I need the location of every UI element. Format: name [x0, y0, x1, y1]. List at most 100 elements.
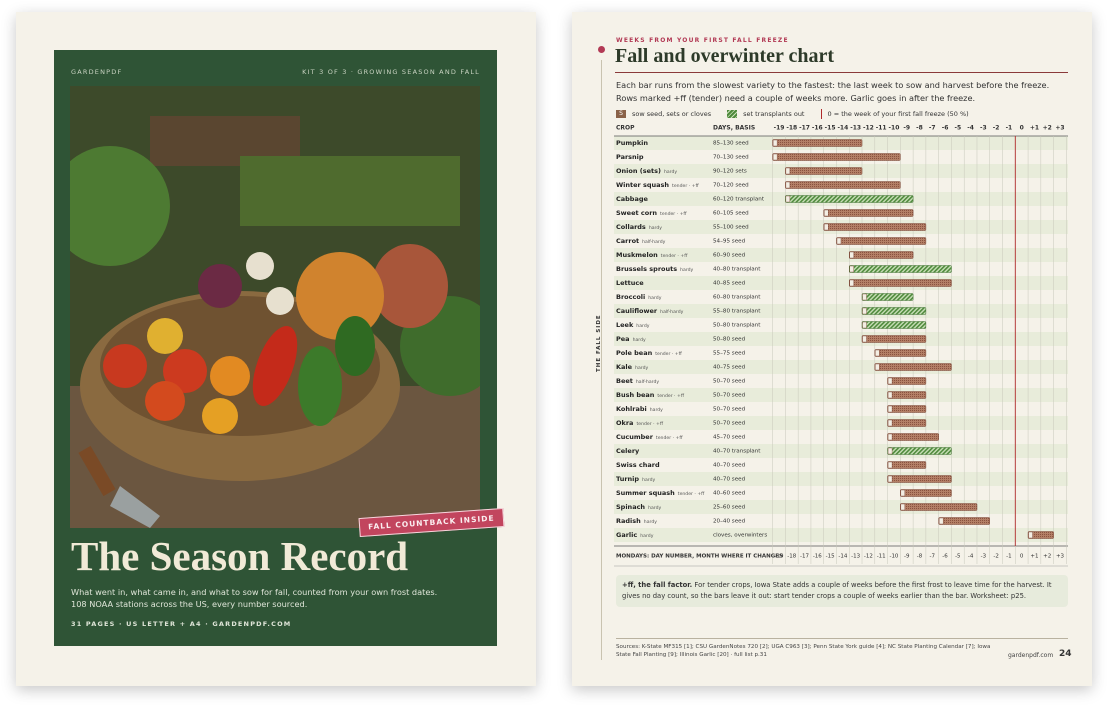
- crop-tag: hardy: [642, 477, 655, 483]
- days-basis: 60–120 transplant: [713, 197, 765, 203]
- crop-tag: tender · +ff: [661, 253, 688, 259]
- crop-tag: tender · +ff: [678, 491, 705, 497]
- week-label: 0: [1020, 125, 1024, 132]
- crop-label: Carrot half-hardy: [616, 237, 666, 245]
- days-basis: 54–95 seed: [713, 239, 746, 245]
- kicker: WEEKS FROM YOUR FIRST FALL FREEZE: [616, 37, 789, 44]
- crop-name: Turnip: [616, 475, 639, 483]
- days-basis: 55–100 seed: [713, 225, 749, 231]
- week-label: -2: [993, 554, 998, 560]
- crop-label: Kohlrabi hardy: [616, 405, 663, 413]
- week-label: -13: [851, 554, 860, 560]
- site: gardenpdf.com: [1008, 652, 1054, 659]
- crop-label: Bush bean tender · +ff: [616, 391, 685, 399]
- legend: S sow seed, sets or cloves set transplan…: [616, 109, 969, 119]
- start-marker: [824, 223, 829, 231]
- brand: GARDENPDF: [71, 68, 123, 76]
- crop-name: Spinach: [616, 503, 645, 511]
- sources: Sources: K-State MF315 [1]; CSU GardenNo…: [616, 644, 991, 658]
- crop-name: Winter squash: [616, 181, 669, 189]
- kit-label: KIT 3 OF 3 · GROWING SEASON AND FALL: [302, 68, 480, 76]
- week-label: -14: [837, 125, 848, 132]
- week-label: -3: [980, 125, 987, 132]
- crop-label: Parsnip: [616, 153, 644, 161]
- row-band: [614, 444, 1068, 458]
- days-basis: cloves, overwinters: [713, 533, 767, 539]
- crop-tag: tender · +ff: [656, 435, 683, 441]
- week-label: -18: [786, 125, 797, 132]
- week-label: -3: [981, 554, 987, 560]
- sow-bar: [772, 139, 863, 147]
- crop-label: Celery: [616, 447, 640, 455]
- days-basis: 50–80 transplant: [713, 323, 761, 329]
- week-label: -11: [876, 125, 887, 132]
- crop-tag: tender · +ff: [660, 211, 687, 217]
- days-basis: 70–130 seed: [713, 155, 749, 161]
- start-marker: [887, 433, 893, 441]
- crop-name: Okra: [616, 419, 633, 427]
- crop-tag: hardy: [636, 323, 649, 329]
- start-marker: [862, 335, 867, 343]
- days-basis: 40–70 transplant: [713, 449, 761, 455]
- row-band: [614, 500, 1068, 514]
- row-band: [614, 276, 1068, 290]
- crop-tag: hardy: [648, 505, 661, 511]
- start-marker: [887, 475, 893, 483]
- side-rule: [601, 60, 602, 660]
- start-marker: [772, 139, 778, 147]
- crop-label: Winter squash tender · +ff: [616, 181, 699, 189]
- crop-tag: hardy: [650, 407, 663, 413]
- side-label: THE FALL SIDE: [596, 314, 602, 372]
- week-label: +2: [1043, 554, 1051, 560]
- week-label: -1: [1006, 554, 1011, 560]
- sow-bar: [887, 475, 952, 483]
- days-basis: 50–80 seed: [713, 337, 746, 343]
- week-label: -4: [968, 554, 974, 560]
- week-label: -18: [787, 554, 796, 560]
- crop-name: Pole bean: [616, 349, 653, 357]
- row-band: [614, 304, 1068, 318]
- crop-tag: tender · +ff: [672, 183, 699, 189]
- week-label: -8: [917, 554, 923, 560]
- days-basis: 20–40 seed: [713, 519, 746, 525]
- week-label: -4: [967, 125, 974, 132]
- sow-bar: [887, 461, 927, 469]
- week-label: -5: [954, 125, 961, 132]
- crop-label: Lettuce: [616, 279, 644, 287]
- crop-label: Cabbage: [616, 195, 649, 203]
- chart-page: THE FALL SIDE WEEKS FROM YOUR FIRST FALL…: [572, 12, 1092, 686]
- sow-bar: [887, 391, 927, 399]
- crop-label: Collards hardy: [616, 223, 662, 231]
- intro: Each bar runs from the slowest variety t…: [616, 79, 1049, 105]
- crop-label: Turnip hardy: [616, 475, 656, 483]
- crop-name: Carrot: [616, 237, 639, 245]
- start-marker: [785, 195, 791, 203]
- crop-tag: tender · +ff: [655, 351, 682, 357]
- crop-name: Pea: [616, 335, 630, 343]
- week-label: -15: [825, 125, 836, 132]
- crop-tag: hardy: [640, 533, 653, 539]
- crop-label: Cauliflower half-hardy: [616, 307, 684, 315]
- legend-swatch: [727, 110, 738, 118]
- start-marker: [862, 321, 867, 329]
- week-label: -8: [916, 125, 923, 132]
- crop-label: Brussels sprouts hardy: [616, 265, 694, 273]
- week-label: -6: [942, 554, 948, 560]
- crop-label: Spinach hardy: [616, 503, 662, 511]
- start-marker: [862, 307, 867, 315]
- start-marker: [849, 279, 854, 287]
- week-label: +1: [1030, 554, 1038, 560]
- start-marker: [849, 265, 854, 273]
- week-label: -11: [877, 554, 886, 560]
- week-label: -12: [863, 125, 874, 132]
- crop-name: Summer squash: [616, 489, 675, 497]
- week-label: -10: [889, 554, 898, 560]
- start-marker: [887, 419, 893, 427]
- week-label: +1: [1030, 125, 1039, 132]
- cover-illustration: [70, 86, 480, 528]
- legend-label: set transplants out: [743, 110, 805, 118]
- crop-label: Okra tender · +ff: [616, 419, 664, 427]
- days-basis: 55–75 seed: [713, 351, 746, 357]
- week-label: -17: [799, 125, 810, 132]
